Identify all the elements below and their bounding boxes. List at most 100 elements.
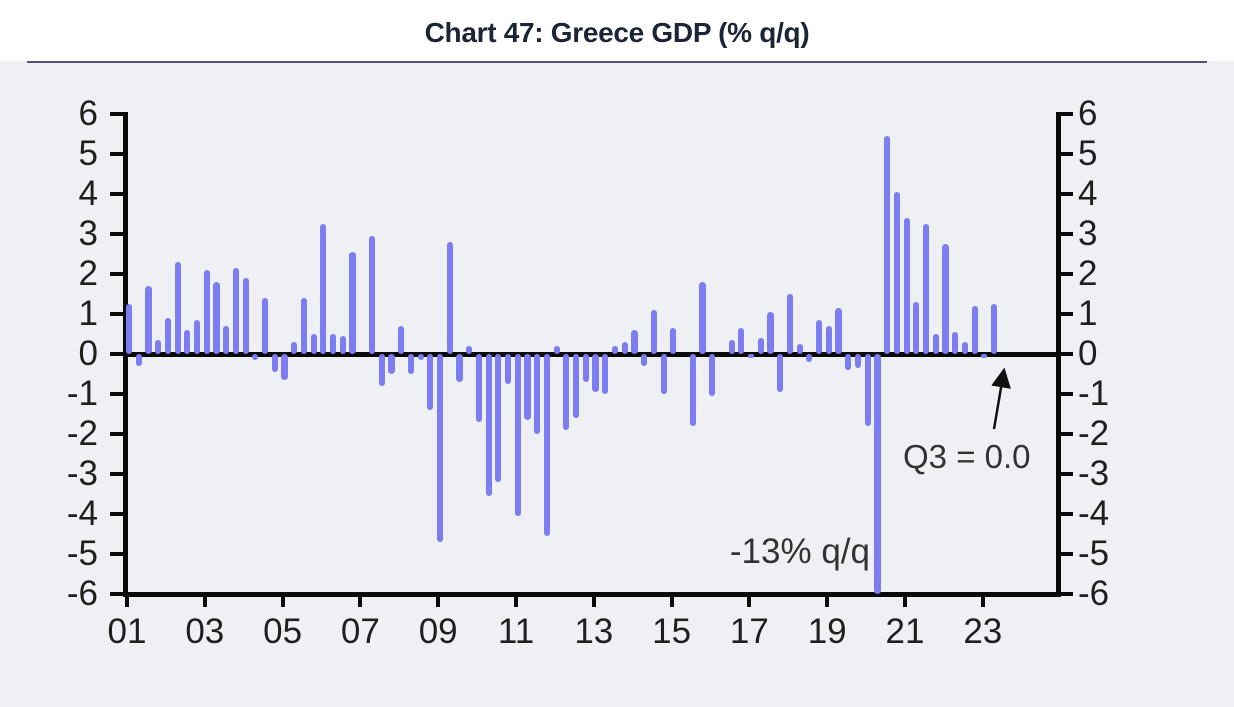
bar xyxy=(709,354,716,396)
bar xyxy=(699,282,706,354)
bar xyxy=(738,328,745,354)
bar xyxy=(893,192,900,354)
right-y-axis-label: -1 xyxy=(1078,374,1110,413)
x-axis-label: 15 xyxy=(652,612,692,651)
bar xyxy=(543,354,551,536)
bar xyxy=(398,326,405,354)
bar xyxy=(427,354,434,410)
bar xyxy=(922,224,930,354)
bar xyxy=(689,354,696,426)
bar xyxy=(466,346,473,354)
x-axis-label: 17 xyxy=(729,612,769,651)
left-y-axis-tick xyxy=(110,112,124,116)
bar xyxy=(563,354,570,430)
x-axis-tick xyxy=(125,594,129,607)
left-y-axis-label: 5 xyxy=(78,134,98,173)
bar xyxy=(582,354,589,382)
bar xyxy=(388,354,395,374)
x-axis-label: 07 xyxy=(340,612,380,651)
bar xyxy=(232,268,239,354)
right-y-axis-tick xyxy=(1059,392,1073,396)
x-axis-tick xyxy=(825,594,830,607)
left-y-axis-label: 0 xyxy=(78,334,98,373)
left-y-axis-tick xyxy=(110,512,124,516)
bar xyxy=(291,342,298,354)
x-axis-tick xyxy=(903,594,907,607)
bar xyxy=(145,286,152,354)
x-axis-label: 09 xyxy=(418,612,458,651)
bar xyxy=(825,326,832,354)
bar xyxy=(961,342,968,354)
bar xyxy=(174,262,181,354)
bar xyxy=(641,354,648,366)
bar xyxy=(592,354,599,392)
left-y-axis-label: -3 xyxy=(66,454,98,493)
bar xyxy=(125,304,133,354)
bar xyxy=(932,334,939,354)
right-y-axis-label: -6 xyxy=(1078,574,1110,613)
x-axis-tick xyxy=(514,594,518,607)
bar xyxy=(281,354,288,380)
bar xyxy=(514,354,521,516)
x-axis-tick xyxy=(358,594,363,607)
right-y-axis-tick xyxy=(1059,272,1073,276)
bar xyxy=(378,354,385,386)
title-divider xyxy=(27,61,1207,63)
left-y-axis-label: -2 xyxy=(66,414,98,453)
right-y-axis-label: -2 xyxy=(1078,414,1110,453)
left-y-axis-tick xyxy=(110,152,124,156)
x-axis-tick xyxy=(669,594,674,607)
x-axis-line xyxy=(122,591,1061,597)
annotation-q3-zero: Q3 = 0.0 xyxy=(903,438,1031,475)
left-y-axis-label: -6 xyxy=(66,574,98,613)
bar xyxy=(747,354,755,358)
bar xyxy=(271,354,278,372)
bar xyxy=(602,354,609,394)
right-y-axis-label: 0 xyxy=(1078,334,1098,373)
right-y-axis-tick xyxy=(1059,312,1073,316)
bar xyxy=(845,354,852,370)
bar xyxy=(835,308,842,354)
right-y-axis-tick xyxy=(1059,152,1073,156)
left-y-axis-tick xyxy=(110,592,124,596)
zero-baseline xyxy=(125,351,1058,357)
left-y-axis-label: -5 xyxy=(66,534,98,573)
bar xyxy=(310,334,317,354)
right-y-axis-label: 6 xyxy=(1078,94,1098,133)
x-axis-label: 19 xyxy=(807,612,847,651)
x-axis-label: 01 xyxy=(107,612,147,651)
bar xyxy=(728,340,735,354)
bar xyxy=(456,354,463,382)
right-y-axis-tick xyxy=(1059,512,1073,516)
x-axis-tick xyxy=(591,594,596,607)
bar xyxy=(786,294,794,354)
bar xyxy=(261,298,269,354)
bar xyxy=(553,346,560,354)
bar xyxy=(135,354,142,366)
bar xyxy=(660,354,667,394)
bar xyxy=(349,252,356,354)
bar xyxy=(446,242,453,354)
bar xyxy=(504,354,512,384)
bar xyxy=(864,354,871,426)
bar xyxy=(621,342,628,354)
left-y-axis-label: -1 xyxy=(66,374,98,413)
bar xyxy=(777,354,784,392)
x-axis-tick xyxy=(280,594,285,607)
bar xyxy=(854,354,862,368)
bar xyxy=(942,244,949,354)
bar xyxy=(242,278,249,354)
bar xyxy=(524,354,531,420)
bar xyxy=(495,354,502,482)
right-y-axis-tick xyxy=(1059,232,1073,236)
bar xyxy=(971,306,978,354)
right-y-axis-label: 2 xyxy=(1078,254,1098,293)
bar xyxy=(981,354,988,358)
bar xyxy=(300,298,308,354)
bar xyxy=(475,354,482,422)
bar xyxy=(223,326,230,354)
right-y-axis-label: -5 xyxy=(1078,534,1110,573)
left-y-axis-label: 2 xyxy=(78,254,98,293)
left-y-axis-tick xyxy=(110,472,124,476)
